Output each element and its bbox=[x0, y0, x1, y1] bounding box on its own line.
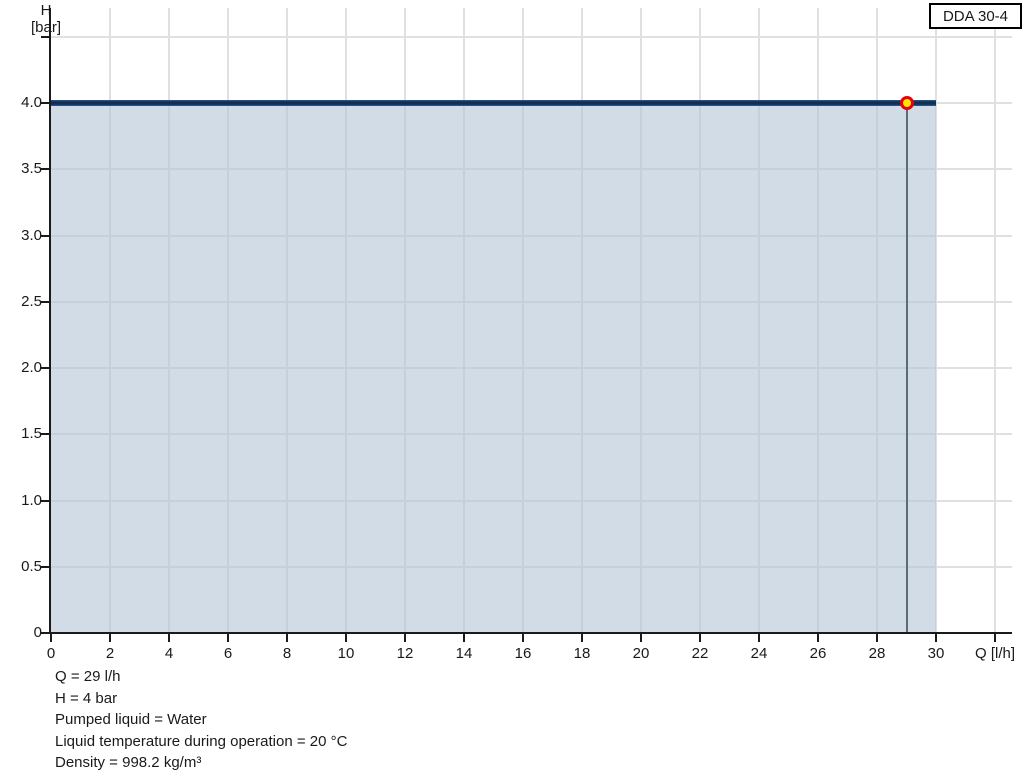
x-tick-label: 28 bbox=[868, 645, 886, 662]
y-tick-label: 2.0 bbox=[21, 359, 42, 376]
operating-point-drop-line bbox=[905, 103, 908, 633]
x-axis-tick bbox=[581, 634, 583, 642]
x-axis-tick bbox=[227, 634, 229, 642]
x-tick-label: 26 bbox=[809, 645, 827, 662]
x-axis-tick bbox=[876, 634, 878, 642]
horizontal-gridline bbox=[51, 35, 1012, 38]
y-axis-tick bbox=[41, 35, 49, 38]
x-axis-tick bbox=[640, 634, 642, 642]
info-line: Pumped liquid = Water bbox=[55, 711, 207, 728]
y-axis-tick bbox=[41, 632, 49, 634]
y-axis-tick bbox=[41, 234, 49, 237]
x-axis-tick bbox=[286, 634, 288, 642]
x-axis-tick bbox=[345, 634, 347, 642]
x-tick-label: 2 bbox=[105, 645, 115, 662]
x-tick-label: 6 bbox=[223, 645, 233, 662]
info-line: Density = 998.2 kg/m³ bbox=[55, 754, 202, 771]
x-tick-label: 4 bbox=[164, 645, 174, 662]
y-axis-label-unit: [bar] bbox=[30, 19, 61, 36]
x-axis-tick bbox=[935, 634, 937, 642]
y-axis-tick bbox=[41, 168, 49, 171]
info-line: Q = 29 l/h bbox=[55, 668, 121, 685]
y-tick-label: 2.5 bbox=[21, 292, 42, 310]
y-tick-label: 0 bbox=[33, 624, 42, 641]
x-tick-label: 16 bbox=[514, 645, 532, 662]
x-axis-tick bbox=[817, 634, 819, 642]
curve-area-fill bbox=[51, 103, 936, 633]
x-axis-tick bbox=[522, 634, 524, 642]
y-axis-tick bbox=[41, 102, 49, 104]
pump-curve-line bbox=[51, 100, 936, 106]
x-axis-tick bbox=[109, 634, 111, 642]
y-tick-label: 1.0 bbox=[21, 491, 42, 509]
x-axis-line bbox=[49, 632, 1012, 634]
x-axis-tick bbox=[699, 634, 701, 642]
x-axis-unit-label: Q [l/h] bbox=[974, 645, 1015, 662]
y-axis-tick bbox=[41, 565, 49, 568]
x-tick-label: 14 bbox=[455, 645, 473, 662]
x-axis-tick bbox=[50, 634, 52, 642]
y-axis-label-symbol: H bbox=[40, 2, 52, 19]
x-tick-label: 20 bbox=[632, 645, 650, 662]
x-tick-label: 12 bbox=[396, 645, 414, 662]
x-axis-tick bbox=[463, 634, 465, 642]
pump-model-label: DDA 30-4 bbox=[942, 7, 1009, 25]
info-line: Liquid temperature during operation = 20… bbox=[55, 732, 348, 750]
x-tick-label: 8 bbox=[282, 645, 292, 662]
y-axis-tick bbox=[41, 300, 49, 303]
y-tick-label: 4.0 bbox=[21, 94, 42, 111]
y-axis-tick bbox=[41, 367, 49, 369]
y-axis-line bbox=[49, 8, 51, 634]
y-tick-label: 1.5 bbox=[21, 425, 42, 443]
operating-point-marker[interactable] bbox=[899, 96, 914, 110]
y-tick-label: 0.5 bbox=[21, 557, 42, 575]
y-axis-tick bbox=[41, 499, 49, 502]
x-tick-label: 30 bbox=[927, 645, 945, 662]
vertical-gridline bbox=[935, 8, 937, 633]
x-tick-label: 0 bbox=[46, 645, 56, 662]
x-tick-label: 18 bbox=[573, 645, 591, 662]
vertical-gridline bbox=[994, 8, 996, 633]
x-tick-label: 22 bbox=[691, 645, 709, 662]
x-axis-tick bbox=[758, 634, 760, 642]
pump-model-badge: DDA 30-4 bbox=[929, 3, 1022, 29]
x-axis-tick bbox=[404, 634, 406, 642]
operating-info-panel: Q = 29 l/h H = 4 bar Pumped liquid = Water… bbox=[55, 666, 347, 774]
info-line: H = 4 bar bbox=[55, 689, 118, 707]
y-tick-label: 3.5 bbox=[21, 160, 42, 178]
x-axis-tick bbox=[168, 634, 170, 642]
x-tick-label: 10 bbox=[337, 645, 355, 662]
x-tick-label: 24 bbox=[750, 645, 768, 662]
y-axis-tick bbox=[41, 433, 49, 436]
y-axis-label: H [bar] bbox=[6, 2, 86, 36]
x-axis-tick bbox=[994, 634, 996, 642]
y-tick-label: 3.0 bbox=[21, 226, 42, 244]
